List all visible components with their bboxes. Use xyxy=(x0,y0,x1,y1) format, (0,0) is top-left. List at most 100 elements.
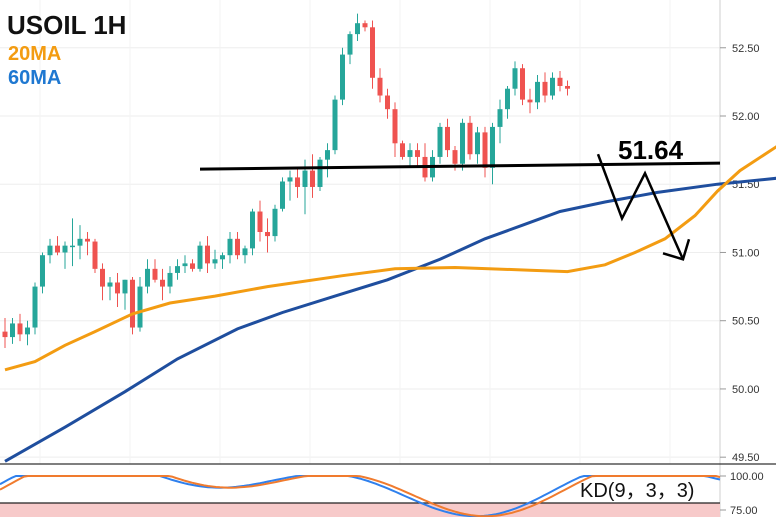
candle-body xyxy=(362,23,368,28)
candle-body xyxy=(257,211,263,232)
candle-body xyxy=(197,245,203,269)
candle xyxy=(272,204,278,242)
candle xyxy=(257,200,263,242)
candle-body xyxy=(332,99,338,151)
candle xyxy=(220,252,225,269)
candle-body xyxy=(377,77,383,96)
candle-body xyxy=(325,150,330,160)
candle xyxy=(362,20,368,32)
price-tick-label: 50.50 xyxy=(732,316,760,328)
candle-body xyxy=(520,68,525,100)
candle xyxy=(400,140,405,160)
candle-body xyxy=(482,132,488,168)
candle xyxy=(115,272,120,308)
candle xyxy=(520,64,525,106)
candle xyxy=(415,143,420,168)
candle xyxy=(482,126,488,178)
support-level-line xyxy=(199,161,721,171)
candle-body xyxy=(205,245,210,264)
kd-d-line xyxy=(0,475,721,518)
candle-body xyxy=(392,109,398,144)
candle xyxy=(475,126,480,164)
kd-overbought-band xyxy=(0,503,720,517)
candle-body xyxy=(295,177,300,187)
candle-body xyxy=(55,245,60,253)
candle-body xyxy=(265,232,270,237)
candles xyxy=(2,13,570,348)
candle-body xyxy=(550,77,555,96)
candle-body xyxy=(85,238,90,242)
candle-body xyxy=(460,122,465,164)
candle-body xyxy=(535,81,540,103)
candle-body xyxy=(272,208,278,237)
candle-body xyxy=(235,238,240,256)
candle xyxy=(287,170,293,201)
candle xyxy=(62,241,68,269)
candle xyxy=(242,245,248,264)
price-tick-label: 50.00 xyxy=(732,384,760,396)
chart-title: USOIL 1H xyxy=(7,10,126,40)
candle xyxy=(550,72,555,100)
price-tick-label: 49.50 xyxy=(732,452,760,464)
candle xyxy=(70,218,75,267)
candle xyxy=(437,122,443,164)
candle xyxy=(407,143,413,168)
candle-body xyxy=(227,238,233,256)
candle xyxy=(325,143,330,178)
candle-body xyxy=(175,266,180,273)
candle xyxy=(565,80,570,96)
candle-body xyxy=(40,255,45,287)
candle-body xyxy=(212,259,218,264)
candle xyxy=(17,313,23,342)
kd-tick-75: 75.00 xyxy=(730,505,758,517)
candle xyxy=(212,249,218,269)
candle xyxy=(385,88,390,119)
candle xyxy=(542,72,548,103)
candle xyxy=(310,154,315,198)
candle-body xyxy=(62,245,68,253)
candle xyxy=(422,143,428,182)
candle-body xyxy=(512,68,518,89)
candle xyxy=(392,102,398,157)
candle-body xyxy=(190,263,195,269)
candle xyxy=(535,75,540,110)
candle-body xyxy=(130,279,135,328)
legend-ma60: 60MA xyxy=(8,67,61,89)
candle xyxy=(512,61,518,96)
candle xyxy=(265,218,270,253)
candle xyxy=(152,259,158,283)
candle-body xyxy=(415,150,420,157)
candle xyxy=(55,236,60,256)
candle-body xyxy=(250,211,255,249)
candle xyxy=(100,263,105,301)
ma20-line xyxy=(4,145,776,372)
candle xyxy=(40,252,45,294)
candle-body xyxy=(182,263,188,267)
candle-body xyxy=(347,34,353,55)
candle xyxy=(10,317,15,344)
candle xyxy=(497,99,503,144)
candle-body xyxy=(145,268,150,287)
candle xyxy=(332,95,338,155)
candle xyxy=(227,232,233,264)
candle xyxy=(190,259,195,272)
candle-body xyxy=(490,126,495,168)
candle-body xyxy=(565,85,570,89)
candle-body xyxy=(152,268,158,280)
candle-body xyxy=(400,143,405,157)
candle xyxy=(32,282,38,335)
candle-body xyxy=(220,255,225,260)
candle xyxy=(2,317,8,348)
kd-indicator-panel: KD(9，3，3) 100.00 75.00 xyxy=(0,463,776,518)
candle xyxy=(377,68,383,103)
candle xyxy=(182,255,188,273)
candle-body xyxy=(280,181,285,209)
candle xyxy=(77,225,83,260)
candle-body xyxy=(310,170,315,187)
legend-ma20: 20MA xyxy=(8,43,61,65)
candle-body xyxy=(122,279,128,294)
candle-body xyxy=(317,159,323,187)
candle xyxy=(557,70,563,92)
